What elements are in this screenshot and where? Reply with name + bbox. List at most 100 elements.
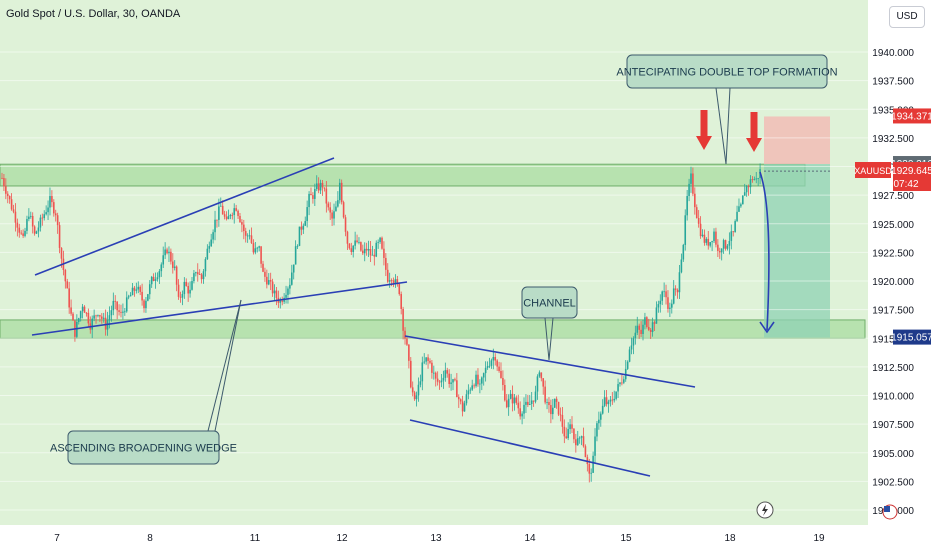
candle-body [552, 407, 554, 415]
candle-body [329, 207, 331, 213]
candle-body [459, 399, 462, 402]
candle-body [477, 374, 479, 385]
candle-body [670, 303, 673, 308]
candle-body [91, 318, 94, 330]
candle-body [327, 203, 330, 208]
candle-body [41, 217, 44, 219]
y-tick-label: 1917.500 [872, 306, 914, 317]
x-tick-label: 8 [147, 533, 153, 544]
candle-body [665, 291, 667, 298]
candle-body [300, 226, 303, 230]
candle-body [484, 367, 487, 374]
channel-upper-line [404, 335, 696, 388]
candle-body [206, 248, 209, 260]
candle-body [446, 370, 449, 374]
trendlines-layer [31, 157, 830, 477]
candle-body [611, 399, 614, 401]
candle-body [448, 373, 450, 384]
candle-body [120, 311, 122, 313]
projection-arrow-head [759, 321, 775, 334]
candle-body [647, 326, 650, 330]
wedge-callout-box [67, 430, 220, 465]
candle-body [125, 297, 128, 312]
candle-body [14, 211, 17, 223]
candle-body [83, 306, 86, 313]
candle-body [753, 179, 756, 181]
candle-body [37, 227, 40, 232]
currency-button[interactable]: USD [889, 6, 925, 28]
candle-body [127, 296, 130, 298]
candle-body [99, 315, 101, 317]
candle-body [755, 178, 758, 180]
candle-body [183, 281, 186, 295]
candle-body [229, 214, 232, 217]
candle-body [711, 241, 713, 243]
candle-body [28, 216, 30, 220]
candle-body [200, 274, 203, 280]
wedge-callout-text: ASCENDING BROADENING WEDGE [50, 443, 237, 455]
candle-body [728, 240, 731, 246]
candle-body [29, 215, 32, 217]
candle-body [515, 397, 518, 403]
stop-price-tag [893, 108, 931, 124]
candle-body [609, 399, 612, 402]
candle-body [590, 472, 592, 474]
candle-body [434, 372, 437, 379]
candle-body [5, 186, 7, 194]
candle-body [173, 266, 176, 268]
candle-body [22, 233, 24, 236]
candle-body [523, 404, 525, 414]
candle-body [114, 300, 117, 302]
candle-body [653, 322, 656, 324]
candle-body [365, 248, 368, 251]
candle-body [406, 338, 408, 345]
candle-body [296, 245, 299, 247]
candle-body [467, 390, 470, 395]
candle-body [699, 223, 702, 237]
candle-body [517, 402, 520, 409]
candle-body [686, 196, 688, 216]
candle-body [72, 313, 74, 321]
candle-body [97, 315, 99, 316]
candle-body [621, 382, 623, 384]
target-price-text: 1915.057 [891, 333, 932, 344]
candle-body [469, 389, 472, 391]
candle-body [340, 182, 343, 203]
candle-body [573, 428, 575, 440]
lightning-icon-glyph [762, 504, 768, 516]
candle-body [312, 195, 314, 199]
candle-body [383, 248, 385, 258]
candle-body [757, 178, 759, 179]
trade-box-layer [764, 116, 830, 338]
candle-body [488, 365, 491, 367]
candle-body [396, 279, 399, 285]
candle-body [64, 270, 67, 282]
candle-body [390, 280, 393, 281]
candle-body [279, 300, 282, 303]
candle-body [362, 250, 364, 254]
candle-body [129, 295, 132, 297]
candle-body [492, 357, 495, 361]
candle-body [266, 276, 268, 285]
candle-body [657, 304, 660, 308]
candle-body [550, 405, 552, 415]
candle-body [644, 317, 646, 325]
candle-body [185, 281, 188, 286]
candle-body [239, 215, 241, 223]
candle-body [561, 415, 564, 427]
candle-body [738, 206, 740, 212]
y-tick-label: 1910.000 [872, 392, 914, 403]
candle-body [559, 414, 562, 416]
candle-body [578, 437, 581, 439]
candle-body [100, 316, 103, 319]
candle-body [436, 378, 439, 382]
wedge-upper-line [34, 157, 335, 276]
candle-body [500, 370, 502, 378]
candle-body [214, 219, 216, 233]
candle-body [377, 241, 379, 243]
y-tick-label: 1925.000 [872, 220, 914, 231]
candle-body [684, 215, 687, 245]
candle-body [306, 207, 308, 222]
